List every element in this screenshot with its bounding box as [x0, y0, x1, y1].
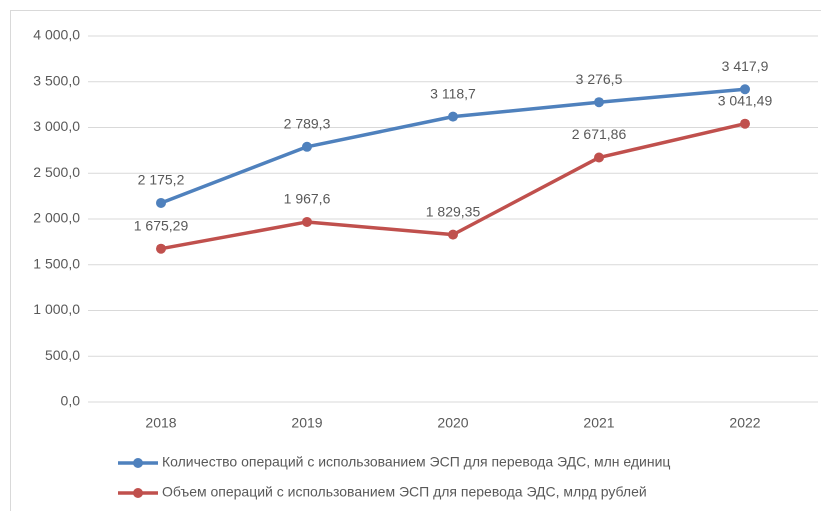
series-line: [160, 87, 746, 205]
point-marker: [594, 152, 604, 163]
point-marker: [156, 197, 166, 208]
legend-label: Объем операций с использованием ЭСП для …: [162, 484, 647, 500]
point-marker: [448, 111, 458, 122]
point-marker: [156, 243, 166, 254]
y-tick-label: 3 500,0: [33, 72, 80, 88]
point-marker: [302, 216, 312, 227]
data-label: 1 967,6: [284, 191, 331, 207]
y-tick-label: 2 500,0: [33, 164, 80, 180]
data-label: 1 829,35: [426, 203, 481, 219]
data-label: 3 041,49: [718, 92, 773, 108]
x-tick-label: 2021: [583, 415, 614, 431]
data-label: 2 175,2: [138, 172, 185, 188]
x-tick-label: 2018: [145, 415, 176, 431]
point-marker: [740, 118, 750, 129]
y-tick-label: 3 000,0: [33, 118, 80, 134]
data-label: 3 417,9: [722, 58, 769, 74]
y-tick-label: 4 000,0: [33, 27, 80, 43]
point-marker: [302, 141, 312, 152]
point-marker: [740, 84, 750, 95]
legend-label: Количество операций с использованием ЭСП…: [162, 454, 670, 470]
data-label: 3 118,7: [430, 85, 476, 101]
y-tick-label: 0,0: [61, 393, 81, 409]
data-label: 2 671,86: [572, 126, 627, 142]
x-tick-label: 2020: [437, 415, 468, 431]
y-tick-label: 2 000,0: [33, 210, 80, 226]
legend-marker: [133, 488, 143, 498]
point-marker: [448, 229, 458, 240]
data-label: 3 276,5: [576, 71, 623, 87]
legend-marker: [133, 458, 143, 468]
y-tick-label: 500,0: [45, 347, 80, 363]
y-tick-label: 1 000,0: [33, 301, 80, 317]
x-tick-label: 2019: [291, 415, 322, 431]
data-label: 1 675,29: [134, 217, 189, 233]
data-label: 2 789,3: [284, 115, 331, 131]
point-marker: [594, 97, 604, 108]
y-tick-label: 1 500,0: [33, 255, 80, 271]
x-tick-label: 2022: [729, 415, 760, 431]
chart-border: [10, 10, 821, 511]
